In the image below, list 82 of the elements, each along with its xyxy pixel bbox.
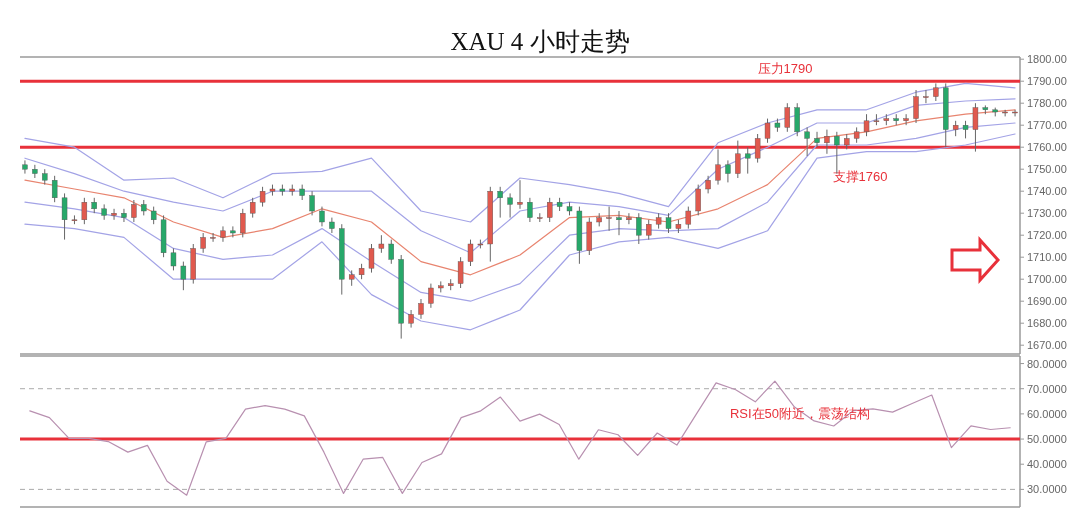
- candlestick: [418, 298, 424, 320]
- y-tick-label: 1760.00: [1027, 141, 1067, 154]
- y-tick-label: 1720.00: [1027, 229, 1067, 242]
- y-tick-label: 1800.00: [1027, 53, 1067, 66]
- candlestick: [51, 175, 58, 203]
- line-series: [29, 380, 1011, 496]
- candlestick: [309, 190, 315, 216]
- candlestick: [715, 148, 721, 186]
- annotation: RSI在50附近，震荡结构: [729, 405, 871, 421]
- candlestick: [259, 186, 266, 208]
- candlestick: [527, 197, 533, 223]
- candlestick: [230, 225, 236, 238]
- candlestick: [131, 199, 137, 223]
- candlestick: [180, 261, 187, 291]
- candlestick: [863, 113, 870, 137]
- y-tick-label: 1750.00: [1027, 163, 1067, 176]
- candlestick: [626, 212, 632, 225]
- y-tick-label: 50.0000: [1027, 433, 1067, 446]
- candlestick: [903, 113, 909, 126]
- candlestick: [764, 118, 771, 144]
- candlestick: [200, 232, 206, 254]
- candlestick: [507, 192, 513, 219]
- candlestick: [972, 102, 979, 153]
- candlestick: [754, 133, 761, 164]
- line-series: [24, 82, 1016, 223]
- candlestick: [814, 131, 820, 148]
- candlestick: [497, 186, 503, 219]
- y-tick-label: 30.0000: [1027, 483, 1067, 496]
- candlestick: [467, 239, 474, 267]
- candlestick: [735, 140, 741, 179]
- y-tick-label: 1790.00: [1027, 75, 1067, 88]
- candlestick: [428, 283, 434, 309]
- candlestick: [121, 208, 127, 223]
- candlestick: [725, 159, 731, 183]
- candlestick: [636, 212, 642, 245]
- candlestick: [646, 219, 652, 241]
- candlestick: [170, 247, 177, 271]
- y-tick-label: 70.0000: [1027, 382, 1067, 395]
- y-tick-label: 1770.00: [1027, 119, 1067, 132]
- candlestick: [547, 197, 553, 223]
- ref-line-label: 支撑1760: [832, 169, 888, 185]
- candlestick: [210, 232, 216, 243]
- candlestick: [517, 179, 523, 210]
- candlestick: [685, 206, 692, 230]
- candlestick: [111, 208, 117, 221]
- line-series: [24, 133, 1016, 331]
- candlestick: [81, 197, 88, 225]
- candlestick: [665, 212, 672, 234]
- candlestick: [240, 208, 246, 238]
- candlestick: [913, 89, 919, 124]
- candlestick: [368, 243, 375, 274]
- y-tick-label: 80.0000: [1027, 357, 1067, 370]
- ref-line-label: 压力1790: [757, 61, 813, 77]
- y-tick-label: 1700.00: [1027, 273, 1067, 286]
- y-tick-label: 60.0000: [1027, 407, 1067, 420]
- y-tick-label: 1740.00: [1027, 185, 1067, 198]
- candlestick: [923, 89, 929, 104]
- candlestick: [329, 217, 335, 234]
- candlestick: [457, 256, 464, 289]
- chart-title: XAU 4 小时走势: [450, 28, 630, 55]
- y-tick-label: 40.0000: [1027, 458, 1067, 471]
- candlestick: [616, 210, 622, 236]
- y-tick-label: 1670.00: [1027, 339, 1067, 352]
- candlestick: [22, 159, 28, 175]
- candlestick: [745, 146, 751, 175]
- candlestick: [388, 239, 394, 265]
- candlestick: [32, 164, 38, 179]
- y-tick-label: 1680.00: [1027, 317, 1067, 330]
- y-tick-label: 1710.00: [1027, 251, 1067, 264]
- candlestick: [824, 129, 830, 155]
- candlestick: [249, 197, 256, 219]
- candlestick: [695, 184, 701, 216]
- y-tick-label: 1780.00: [1027, 97, 1067, 110]
- candlestick: [606, 206, 612, 232]
- candlestick: [61, 192, 68, 241]
- y-tick-label: 1690.00: [1027, 295, 1067, 308]
- candlestick: [220, 225, 226, 243]
- candlestick: [319, 206, 325, 227]
- candlestick: [784, 102, 791, 133]
- line-series: [24, 122, 1016, 302]
- candlestick: [804, 126, 810, 157]
- y-tick-label: 1730.00: [1027, 207, 1067, 220]
